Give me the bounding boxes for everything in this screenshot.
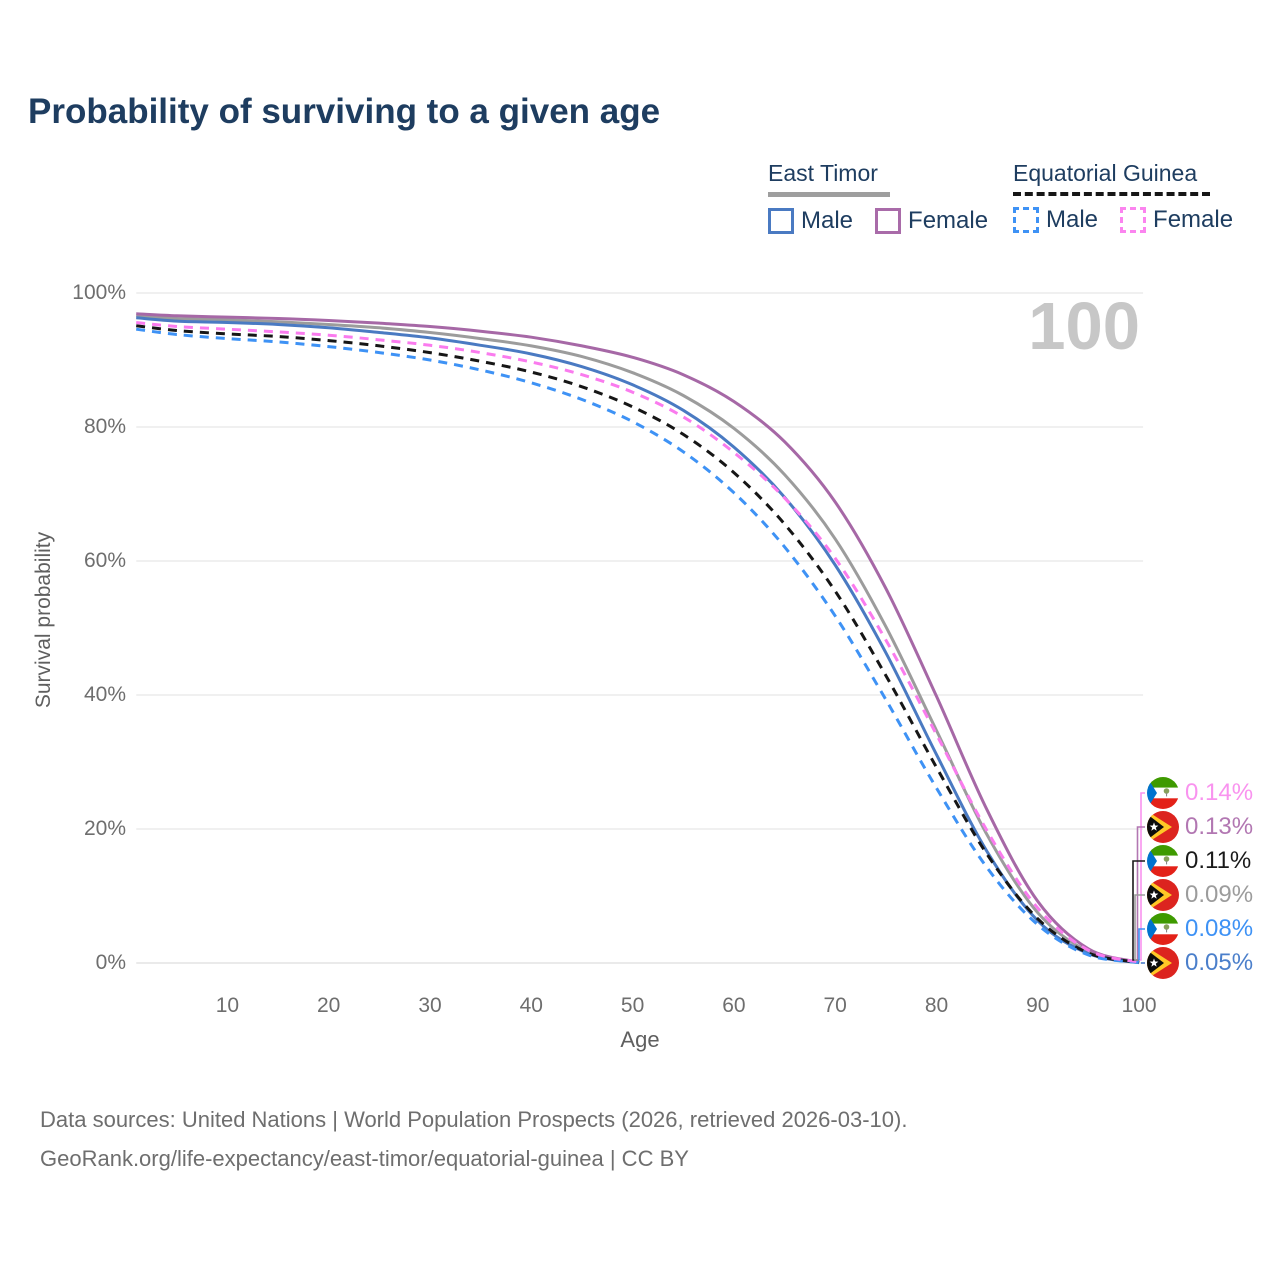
footer-attribution: GeoRank.org/life-expectancy/east-timor/e… [40,1146,689,1171]
legend-item-label: Male [801,207,854,234]
end-label-connector [1132,860,1145,961]
age-watermark: 100 [1028,289,1140,364]
y-tick-label: 40% [83,683,126,706]
legend-group-east-timor-title: East Timor [768,160,890,197]
legend-item-label: Female [908,207,989,234]
end-label-row: 0.05% [1147,946,1253,980]
legend-item-east-timor-female[interactable]: Female [875,207,988,235]
end-label-value: 0.08% [1185,915,1254,942]
legend-item-east-timor-male[interactable]: Male [768,207,853,235]
x-tick-label: 30 [418,994,442,1017]
y-tick-label: 100% [72,281,126,304]
end-label-connector [1134,894,1145,961]
series-line-east-timor-total [136,314,1140,964]
series-line-equatorial-guinea-female [136,321,1140,964]
end-label-row: 0.09% [1147,878,1253,912]
legend-group-east-timor: East Timor Male Female [768,160,1010,235]
equatorial-guinea-flag-icon [1147,777,1179,809]
x-tick-label: 50 [620,994,645,1017]
y-tick-label: 0% [95,951,126,974]
series-line-east-timor-female [136,312,1140,964]
end-label-value: 0.05% [1185,949,1254,976]
x-tick-label: 40 [519,994,543,1017]
x-tick-label: 60 [722,994,746,1017]
end-label-value: 0.09% [1185,881,1254,908]
equatorial-guinea-female-swatch-icon [1120,207,1147,233]
footer-sources: Data sources: United Nations | World Pop… [40,1107,908,1132]
x-tick-label: 90 [1026,994,1050,1017]
east-timor-flag-icon [1147,811,1179,843]
legend: East Timor Male Female Equatorial Guinea… [0,160,1280,240]
y-tick-label: 60% [83,549,126,572]
end-label-connector [1138,928,1145,961]
equatorial-guinea-male-swatch-icon [1013,207,1039,233]
y-tick-label: 20% [83,817,126,840]
series-line-east-timor-male [136,316,1140,965]
x-tick-label: 70 [823,994,847,1017]
legend-group-equatorial-guinea: Equatorial Guinea Male Female [1013,160,1255,234]
legend-group-equatorial-guinea-title: Equatorial Guinea [1013,160,1210,196]
legend-item-label: Male [1046,206,1099,233]
equatorial-guinea-flag-icon [1147,913,1179,945]
end-label-row: 0.11% [1147,844,1251,878]
x-tick-label: 100 [1121,994,1157,1017]
series-line-equatorial-guinea-total [136,324,1140,964]
legend-item-label: Female [1153,206,1234,233]
series-line-equatorial-guinea-male [136,327,1140,964]
y-tick-label: 80% [83,415,126,438]
x-tick-label: 10 [215,994,240,1017]
x-tick-label: 20 [317,994,341,1017]
end-label-row: 0.13% [1147,810,1253,844]
equatorial-guinea-flag-icon [1147,845,1179,877]
y-axis-title: Survival probability [32,531,55,709]
end-label-connector [1139,792,1145,961]
x-tick-label: 80 [924,994,949,1017]
end-label-value: 0.13% [1185,813,1254,840]
footer: Data sources: United Nations | World Pop… [40,1100,907,1178]
end-label-connector [1136,826,1145,961]
end-label-value: 0.14% [1185,779,1254,806]
end-label-value: 0.11% [1185,847,1252,874]
east-timor-female-swatch-icon [875,208,902,234]
end-label-row: 0.14% [1147,776,1253,810]
east-timor-flag-icon [1147,879,1179,911]
page-title: Probability of surviving to a given age [28,92,661,131]
legend-item-equatorial-guinea-female[interactable]: Female [1120,206,1233,234]
x-axis-title: Age [620,1027,660,1052]
east-timor-flag-icon [1147,947,1179,979]
end-label-row: 0.08% [1147,912,1253,946]
east-timor-male-swatch-icon [768,208,794,234]
legend-item-equatorial-guinea-male[interactable]: Male [1013,206,1098,234]
